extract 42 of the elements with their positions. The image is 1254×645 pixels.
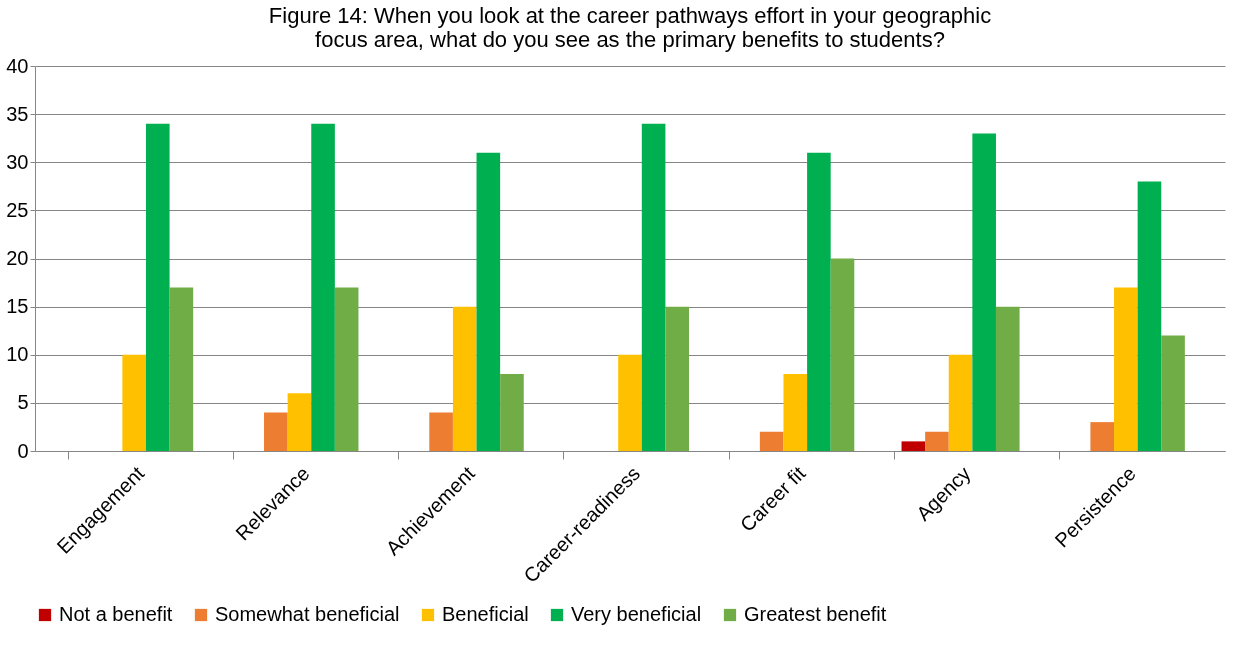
bar bbox=[948, 354, 973, 451]
y-tick-label: 20 bbox=[6, 247, 29, 269]
bar bbox=[972, 133, 996, 451]
bar bbox=[1161, 335, 1185, 451]
y-tick-label: 0 bbox=[17, 439, 29, 462]
legend-label: Beneficial bbox=[442, 603, 529, 625]
bar bbox=[500, 374, 524, 451]
bar bbox=[925, 431, 949, 451]
bar bbox=[145, 123, 170, 451]
y-tick-label: 25 bbox=[6, 198, 29, 221]
bar bbox=[311, 123, 335, 451]
bar bbox=[665, 306, 690, 451]
bar bbox=[783, 374, 808, 451]
y-tick-label: 30 bbox=[6, 150, 29, 173]
bar bbox=[995, 306, 1020, 451]
bar bbox=[618, 354, 642, 451]
legend-label: Very beneficial bbox=[571, 603, 702, 625]
bar bbox=[476, 152, 501, 451]
y-tick-label: 15 bbox=[6, 295, 29, 318]
bar bbox=[830, 258, 855, 451]
y-tick-label: 40 bbox=[6, 54, 29, 77]
y-tick-label: 5 bbox=[17, 391, 29, 414]
bar bbox=[122, 354, 146, 451]
bar bbox=[287, 393, 312, 451]
bar bbox=[169, 287, 194, 451]
bar bbox=[641, 123, 666, 451]
bar bbox=[429, 412, 453, 451]
legend-label: Greatest benefit bbox=[744, 603, 887, 625]
bar bbox=[1114, 287, 1138, 451]
bar bbox=[1137, 181, 1162, 451]
y-tick-label: 10 bbox=[6, 343, 29, 366]
bar bbox=[334, 287, 359, 451]
chart-title: Figure 14: When you look at the career pathways effort in your geographic focus area, what do you see as the primary benefits to students? bbox=[268, 3, 992, 52]
bar bbox=[901, 441, 926, 451]
bar bbox=[1090, 422, 1115, 451]
bar bbox=[807, 152, 831, 451]
bar bbox=[264, 412, 288, 451]
bar bbox=[759, 431, 784, 451]
y-tick-label: 35 bbox=[6, 102, 29, 125]
bar bbox=[452, 306, 477, 451]
legend-label: Somewhat beneficial bbox=[215, 603, 400, 625]
legend-label: Not a benefit bbox=[59, 603, 173, 625]
